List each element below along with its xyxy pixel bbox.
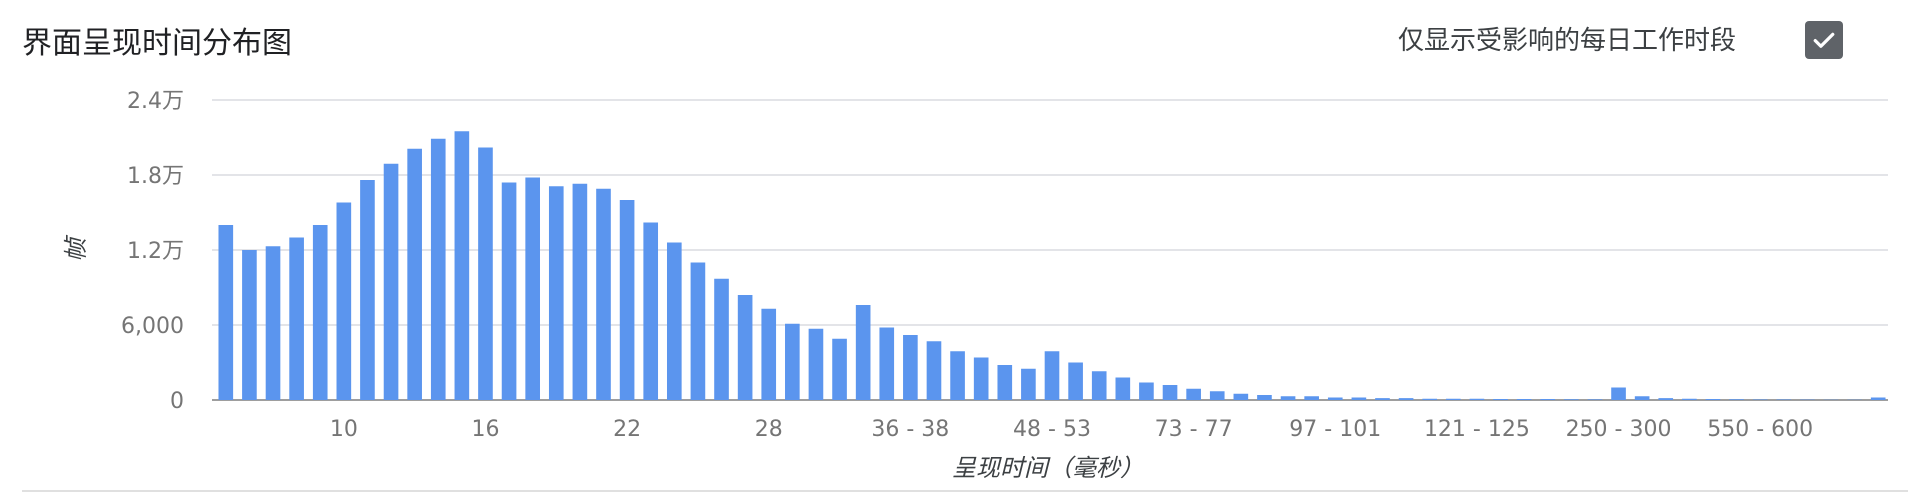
bar xyxy=(313,225,328,400)
bar xyxy=(525,178,540,401)
bar xyxy=(478,148,493,401)
x-tick-label: 97 - 101 xyxy=(1289,417,1381,442)
bar xyxy=(266,246,281,400)
bar xyxy=(1776,400,1791,401)
bar xyxy=(997,365,1012,400)
bar xyxy=(643,223,658,401)
x-tick-label: 10 xyxy=(330,417,358,442)
bar xyxy=(1422,399,1437,400)
bar xyxy=(1352,398,1367,401)
bar xyxy=(1611,388,1626,401)
bar xyxy=(289,238,304,401)
bar xyxy=(832,339,847,400)
bar xyxy=(1706,399,1721,400)
bar xyxy=(1328,398,1343,401)
bar xyxy=(1588,399,1603,400)
bar xyxy=(974,358,989,401)
x-tick-label: 121 - 125 xyxy=(1424,417,1530,442)
x-tick-label: 36 - 38 xyxy=(871,417,949,442)
bar xyxy=(714,279,729,400)
x-tick-label: 48 - 53 xyxy=(1013,417,1091,442)
y-tick-label: 1.2万 xyxy=(127,239,184,264)
bar xyxy=(691,263,706,401)
bar xyxy=(1092,371,1107,400)
bar xyxy=(573,184,588,400)
x-tick-label: 28 xyxy=(755,417,783,442)
divider xyxy=(22,490,1908,496)
bar xyxy=(1045,351,1060,400)
bar xyxy=(455,131,470,400)
y-tick-label: 1.8万 xyxy=(127,164,184,189)
bar xyxy=(927,341,942,400)
x-tick-label: 73 - 77 xyxy=(1155,417,1233,442)
bar xyxy=(1281,396,1296,400)
bar xyxy=(431,139,446,400)
bar xyxy=(620,200,635,400)
y-tick-label: 0 xyxy=(170,389,184,414)
y-tick-label: 2.4万 xyxy=(127,89,184,114)
bar xyxy=(549,186,564,400)
bar xyxy=(1564,399,1579,400)
bar xyxy=(1139,383,1154,401)
bar xyxy=(950,351,965,400)
bar xyxy=(903,335,918,400)
x-tick-label: 550 - 600 xyxy=(1707,417,1813,442)
bar xyxy=(1540,399,1555,400)
bar xyxy=(1115,378,1130,401)
bar xyxy=(1517,399,1532,400)
y-tick-label: 6,000 xyxy=(121,314,184,339)
x-tick-label: 250 - 300 xyxy=(1566,417,1672,442)
bar xyxy=(242,250,257,400)
bar xyxy=(1234,394,1249,400)
bar xyxy=(596,189,611,400)
y-axis-title: 帧 xyxy=(62,234,90,262)
bar xyxy=(1304,396,1319,400)
bar xyxy=(1257,395,1272,400)
x-tick-label: 16 xyxy=(471,417,499,442)
bar xyxy=(667,243,682,401)
bar xyxy=(218,225,233,400)
bar xyxy=(1729,399,1744,400)
bar xyxy=(879,328,894,401)
bar xyxy=(1068,363,1083,401)
bar xyxy=(360,180,375,400)
bar xyxy=(1682,399,1697,400)
bar xyxy=(1871,398,1886,401)
bar xyxy=(1493,399,1508,400)
bar xyxy=(1375,398,1390,400)
bar xyxy=(1210,391,1225,400)
x-tick-label: 22 xyxy=(613,417,641,442)
bar xyxy=(1021,369,1036,400)
bar xyxy=(502,183,517,401)
bar xyxy=(809,329,824,400)
bar xyxy=(1446,399,1461,400)
bar xyxy=(1753,400,1768,401)
bar xyxy=(384,164,399,400)
bar xyxy=(856,305,871,400)
bar xyxy=(1635,396,1650,400)
bar xyxy=(1470,399,1485,400)
bar xyxy=(337,203,352,401)
bar xyxy=(1658,398,1673,400)
x-axis-title: 呈现时间（毫秒） xyxy=(952,454,1144,482)
bar xyxy=(738,295,753,400)
bar xyxy=(1163,385,1178,400)
bar xyxy=(785,324,800,400)
bar xyxy=(1186,389,1201,400)
bar xyxy=(1399,398,1414,400)
bar xyxy=(407,149,422,400)
bar xyxy=(761,309,776,400)
